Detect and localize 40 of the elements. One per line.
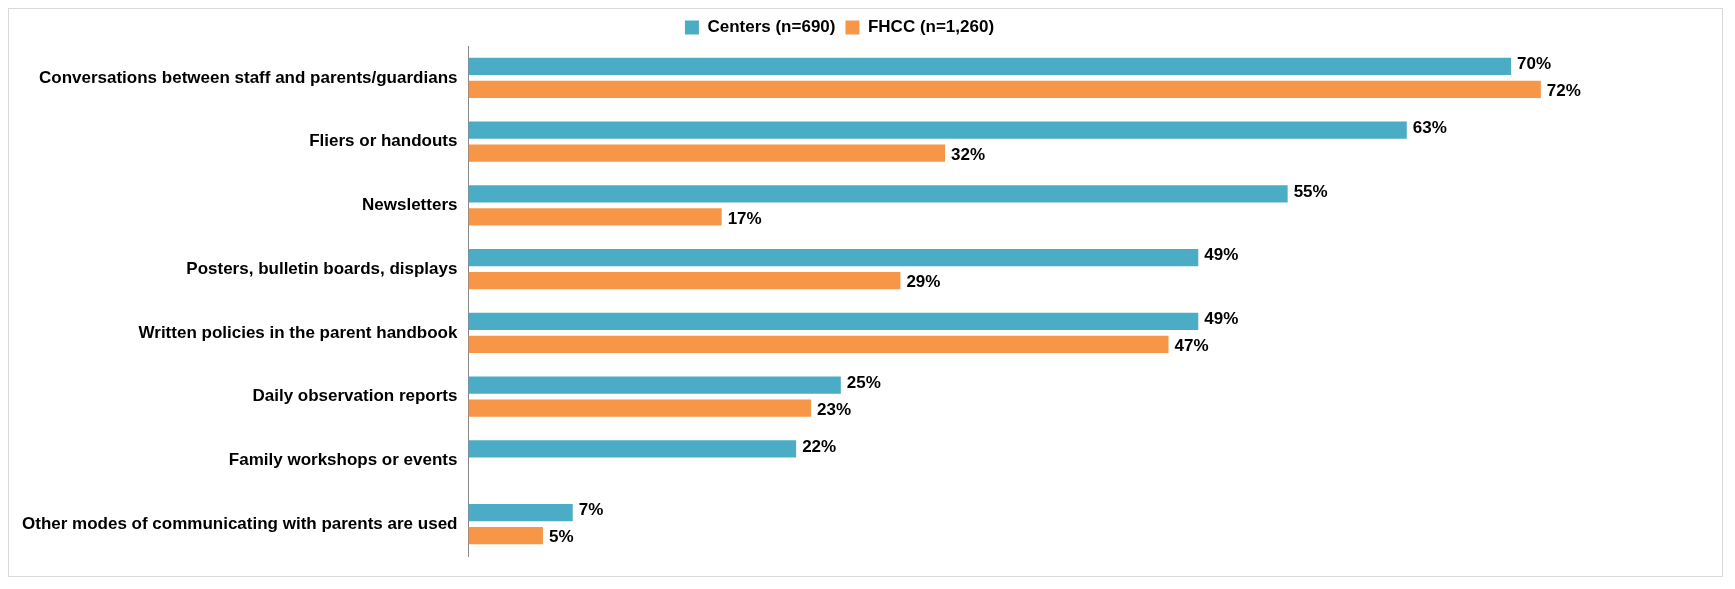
y-tick-label: Fliers or handouts (309, 131, 458, 151)
bar (468, 271, 901, 290)
data-label: 22% (802, 436, 837, 456)
data-label: 25% (846, 372, 881, 392)
data-label: 47% (1174, 336, 1209, 356)
bar (468, 399, 812, 417)
bar (468, 80, 1541, 98)
data-label: 29% (906, 272, 941, 292)
y-tick-label: Family workshops or events (228, 450, 458, 470)
data-label: 70% (1517, 54, 1552, 74)
bar (468, 144, 946, 162)
data-label: 23% (817, 399, 852, 419)
y-tick-label: Other modes of communicating with parents are used (22, 513, 458, 533)
data-label: 49% (1204, 245, 1239, 265)
bar (468, 121, 1407, 139)
bar (468, 335, 1169, 353)
data-label: 72% (1546, 81, 1581, 101)
bar (468, 312, 1199, 331)
data-label: 5% (548, 527, 574, 547)
bar (468, 526, 543, 545)
bar (468, 376, 841, 394)
data-label: 55% (1293, 181, 1328, 201)
bar (468, 208, 722, 226)
y-tick-label: Written policies in the parent handbook (138, 322, 459, 342)
bar (468, 504, 573, 522)
legend-label: Centers (n=690) (707, 17, 836, 37)
data-label: 17% (727, 208, 762, 228)
data-label: 32% (951, 144, 986, 164)
bar (468, 185, 1288, 203)
y-tick-label: Daily observation reports (252, 386, 458, 406)
bar (468, 440, 797, 458)
legend-label: FHCC (n=1,260) (867, 17, 995, 37)
y-tick-label: Posters, bulletin boards, displays (186, 258, 458, 278)
data-label: 7% (578, 500, 604, 520)
data-label: 49% (1204, 309, 1239, 329)
bar (468, 57, 1512, 76)
y-tick-label: Newsletters (362, 195, 458, 215)
bar (468, 249, 1199, 267)
y-tick-label: Conversations between staff and parents/guardians (38, 67, 458, 87)
data-label: 63% (1412, 117, 1447, 137)
